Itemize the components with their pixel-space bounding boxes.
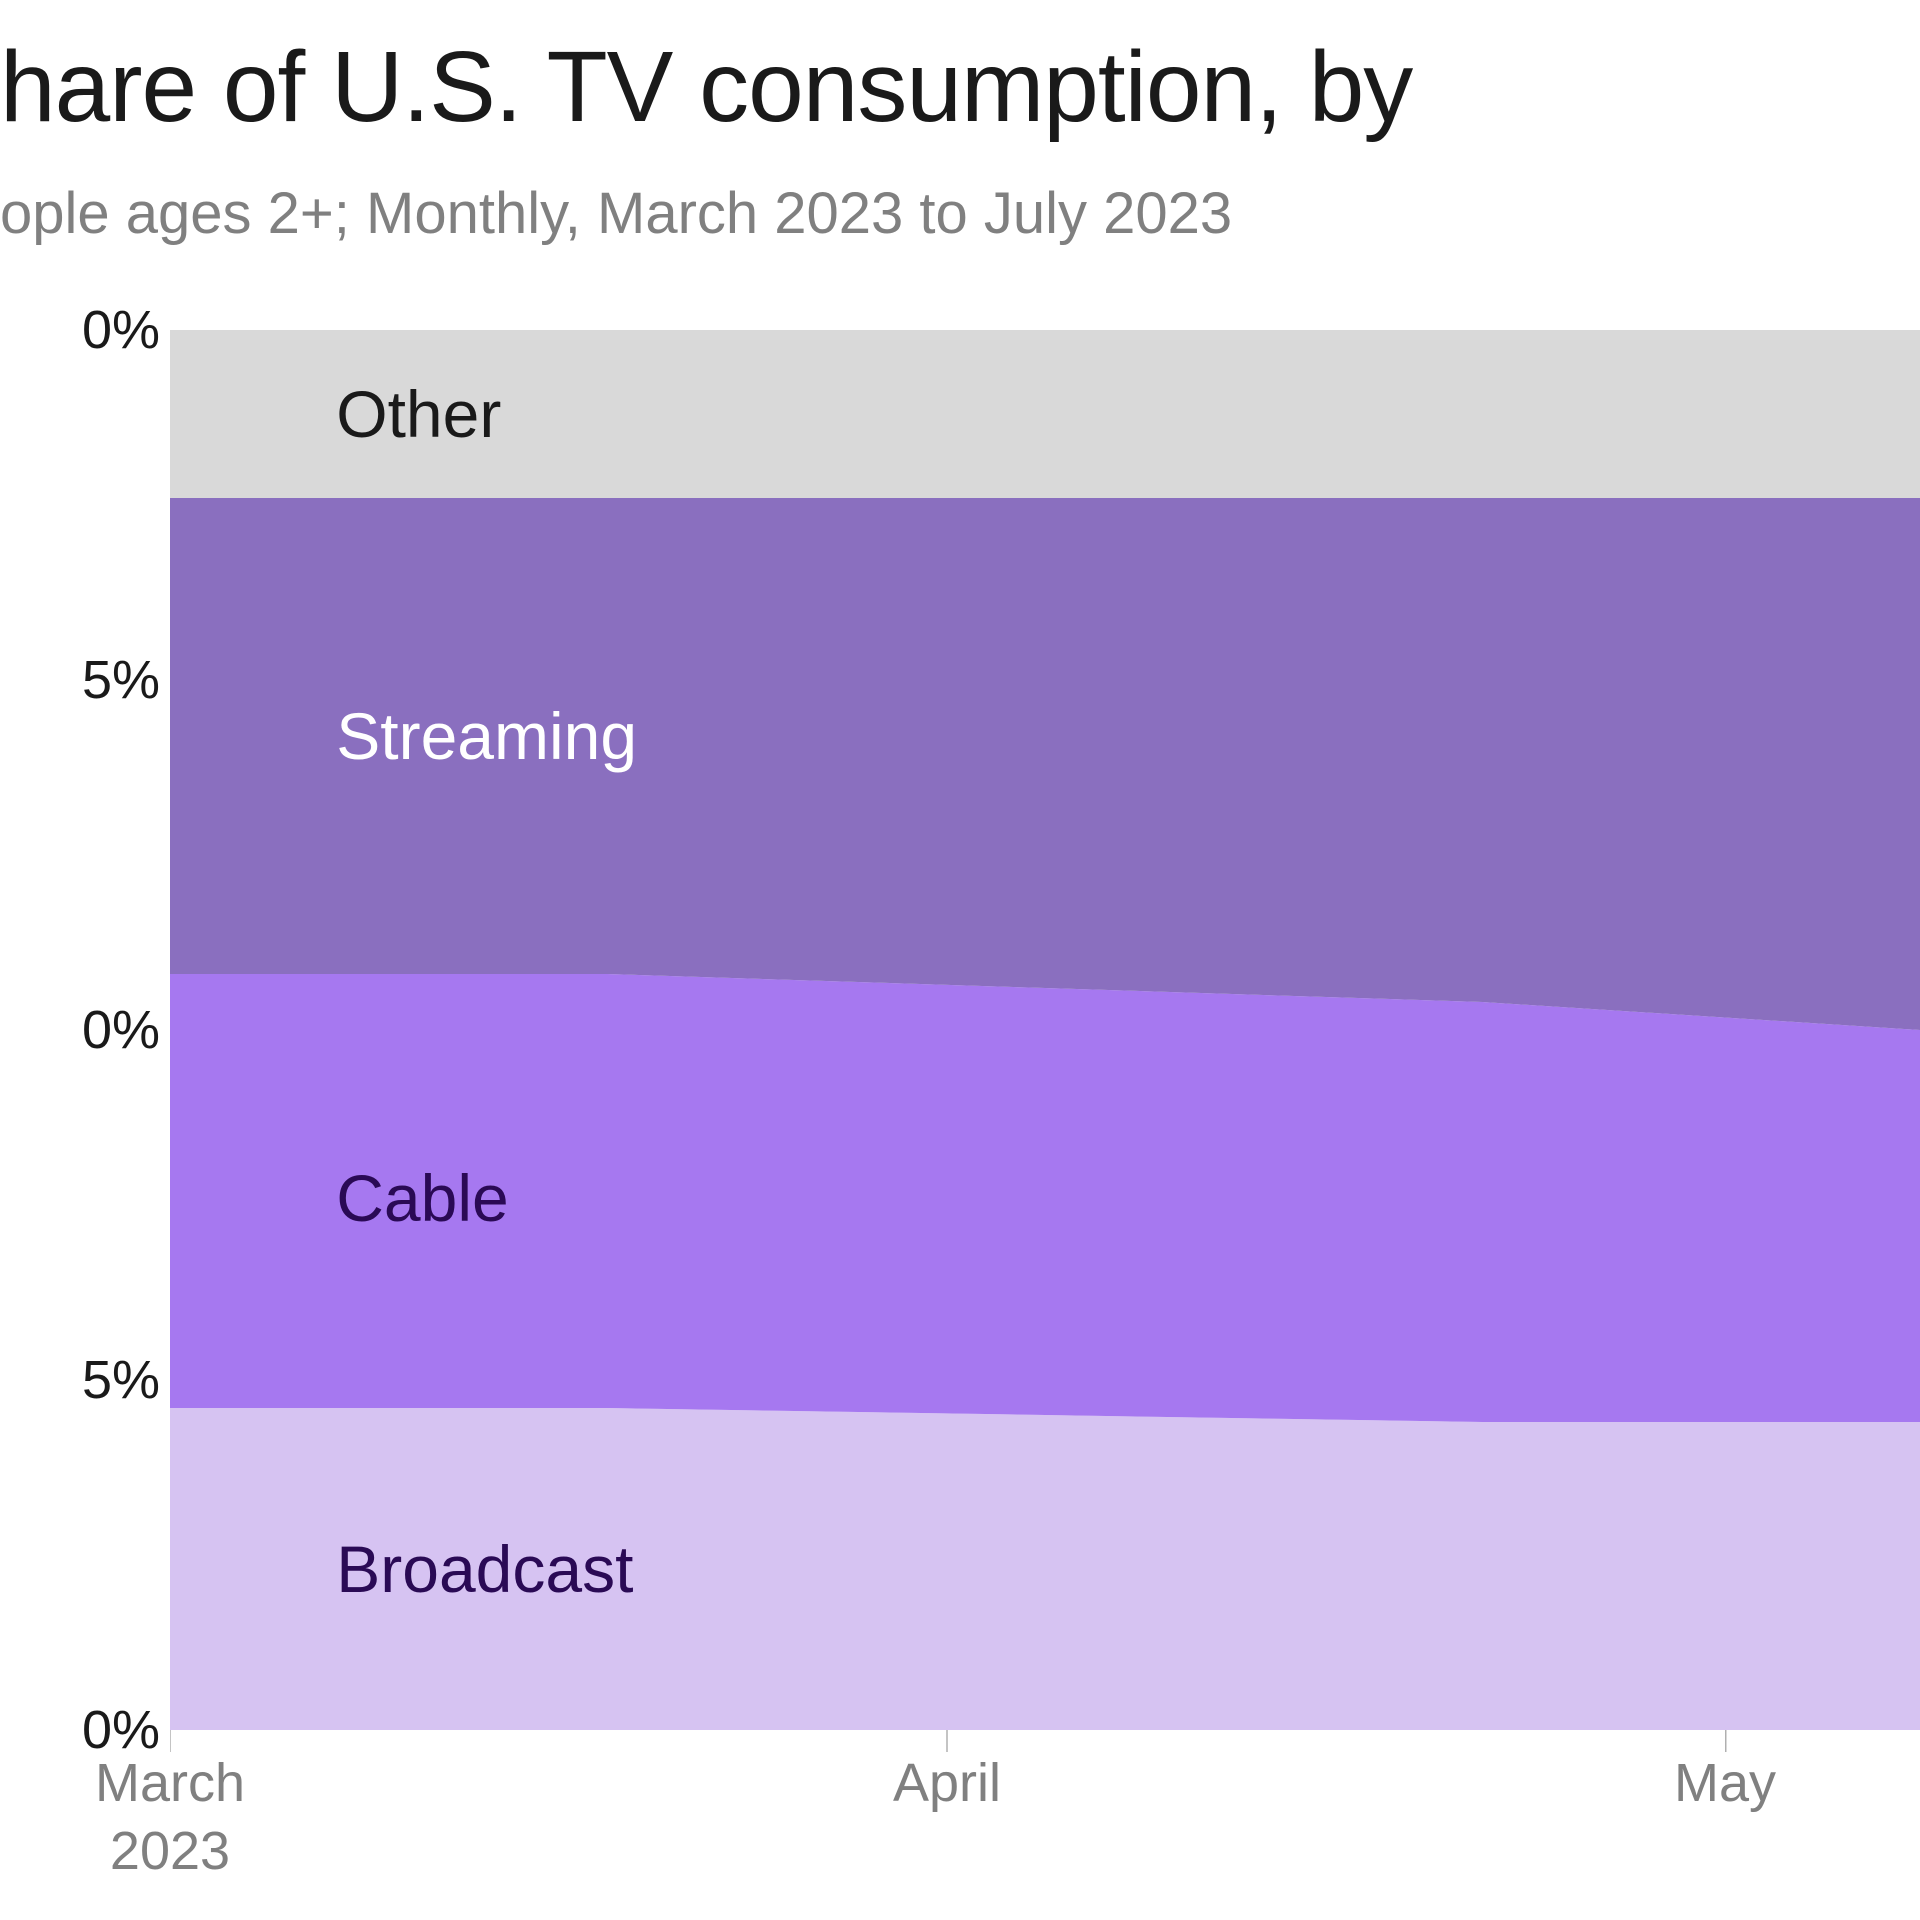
series-label-cable: Cable [336,1160,508,1236]
x-tick-april: April [893,1750,1001,1818]
x-tick-march: March 2023 [95,1750,245,1885]
series-label-broadcast: Broadcast [336,1531,633,1607]
plot-area [170,330,1920,1730]
y-tick-100: 0% [10,299,160,361]
y-tick-25: 5% [10,1349,160,1411]
y-tick-50: 0% [10,999,160,1061]
x-tick-label-0-line2: 2023 [110,1821,230,1881]
chart-subtitle: ople ages 2+; Monthly, March 2023 to Jul… [0,180,1920,247]
x-tick-label-0-line1: March [95,1753,245,1813]
chart-title: hare of U.S. TV consumption, by [0,30,1920,145]
x-tick-may: May [1674,1750,1776,1818]
chart-container: hare of U.S. TV consumption, by ople age… [0,0,1920,1920]
series-label-other: Other [336,376,501,452]
y-tick-75: 5% [10,649,160,711]
series-label-streaming: Streaming [336,698,637,774]
